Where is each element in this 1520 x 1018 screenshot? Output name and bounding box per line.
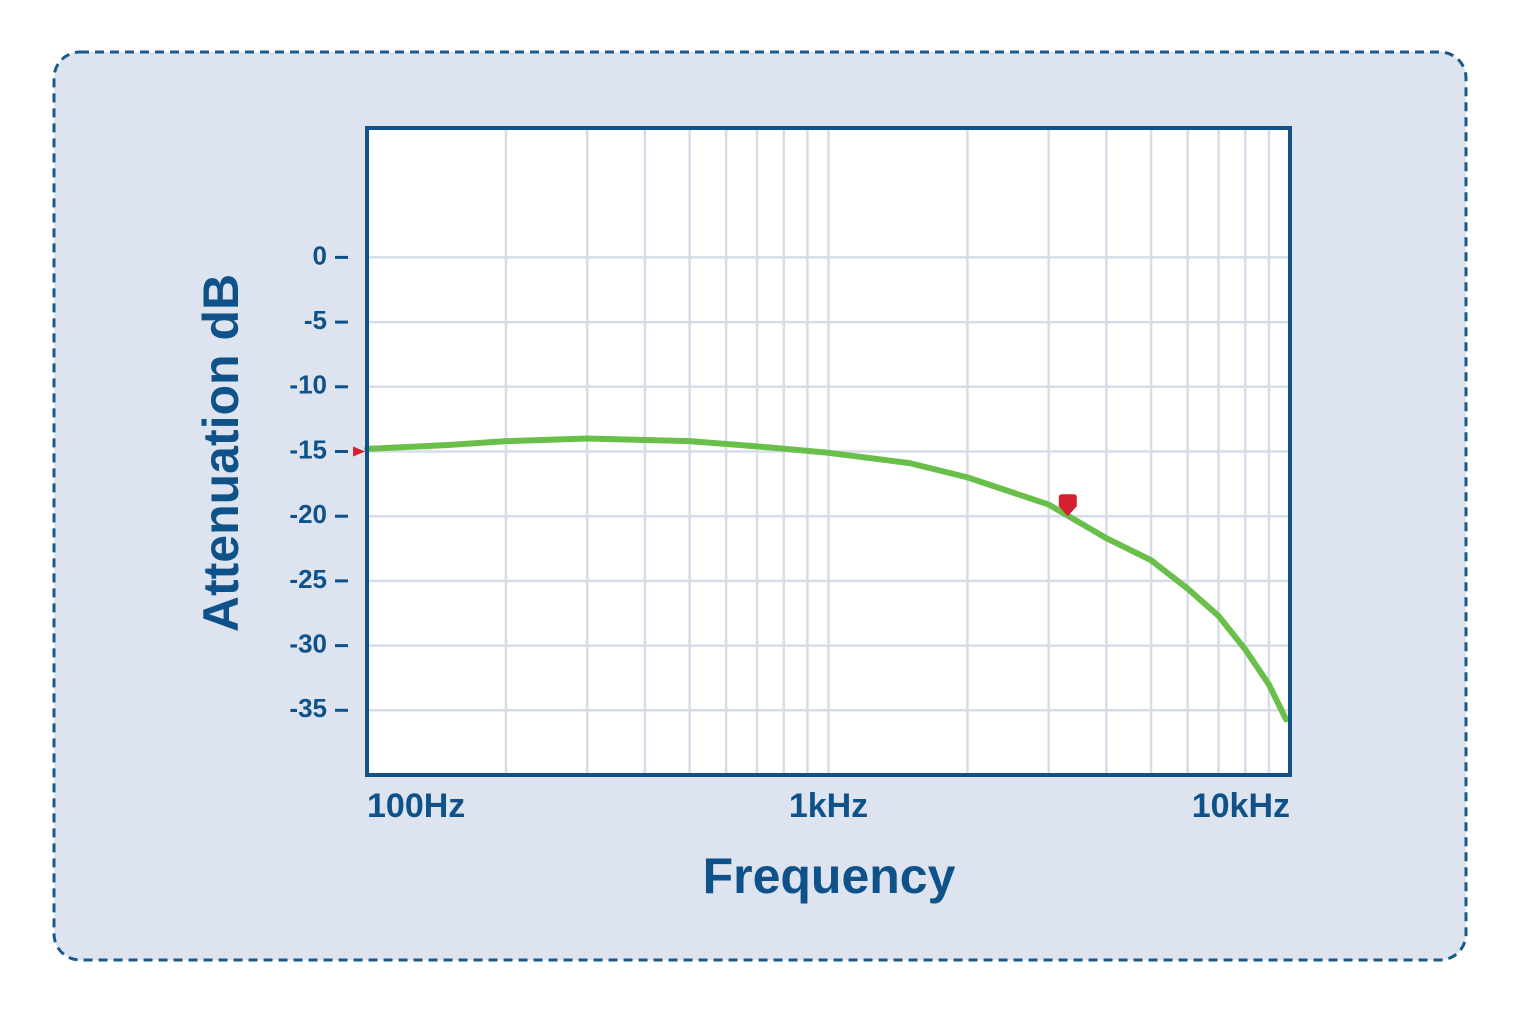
x-tick-label: 100Hz — [367, 787, 465, 825]
y-axis-label: Attenuation dB — [193, 274, 249, 632]
x-tick-label: 10kHz — [1192, 787, 1290, 825]
x-axis-label: Frequency — [703, 848, 956, 904]
y-indicator — [353, 446, 365, 457]
line-series — [364, 435, 1289, 723]
y-tick-label: -5 — [304, 305, 327, 335]
plot-frame — [365, 126, 1292, 777]
marker — [1058, 494, 1077, 517]
y-tick-label: -20 — [289, 499, 327, 529]
marks — [364, 435, 1289, 723]
y-tick-label: -15 — [289, 434, 327, 464]
x-tick-label: 1kHz — [789, 787, 868, 825]
y-tick-label: -35 — [289, 693, 327, 723]
y-tick-label: -25 — [289, 564, 327, 594]
y-tick-label: 0 — [313, 240, 327, 270]
y-tick-label: -30 — [289, 628, 327, 658]
y-tick-label: -10 — [289, 370, 327, 400]
